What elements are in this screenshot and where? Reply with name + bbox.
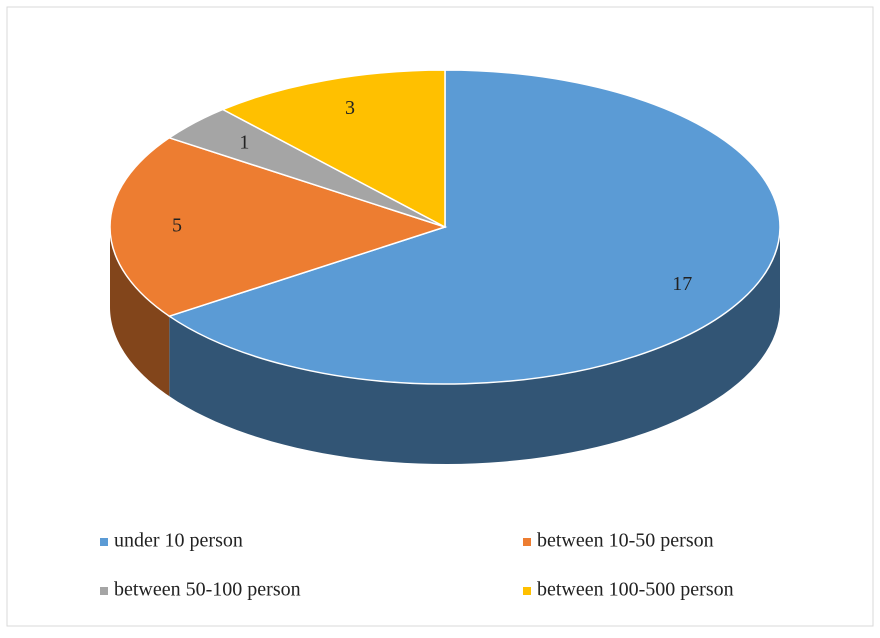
- slice: [109, 136, 448, 318]
- data-label: 1: [239, 131, 249, 153]
- legend-swatch: [100, 587, 108, 595]
- legend-label: between 100-500 person: [537, 579, 734, 601]
- legend-label: under 10 person: [114, 530, 243, 552]
- data-label: 5: [172, 215, 182, 237]
- slice-side: [110, 227, 170, 397]
- legend-swatch: [523, 587, 531, 595]
- data-label: 17: [672, 273, 692, 295]
- legend-label: between 50-100 person: [114, 579, 301, 601]
- slice: [221, 69, 446, 229]
- legend-swatch: [100, 538, 108, 546]
- legend: under 10 person between 10-50 person betwe…: [100, 530, 734, 601]
- legend-label: between 10-50 person: [537, 530, 714, 552]
- slice-side: [169, 227, 780, 464]
- slice: [167, 69, 781, 385]
- data-label: 3: [345, 97, 355, 119]
- pie: 17 5 1 3: [109, 69, 781, 464]
- legend-swatch: [523, 538, 531, 546]
